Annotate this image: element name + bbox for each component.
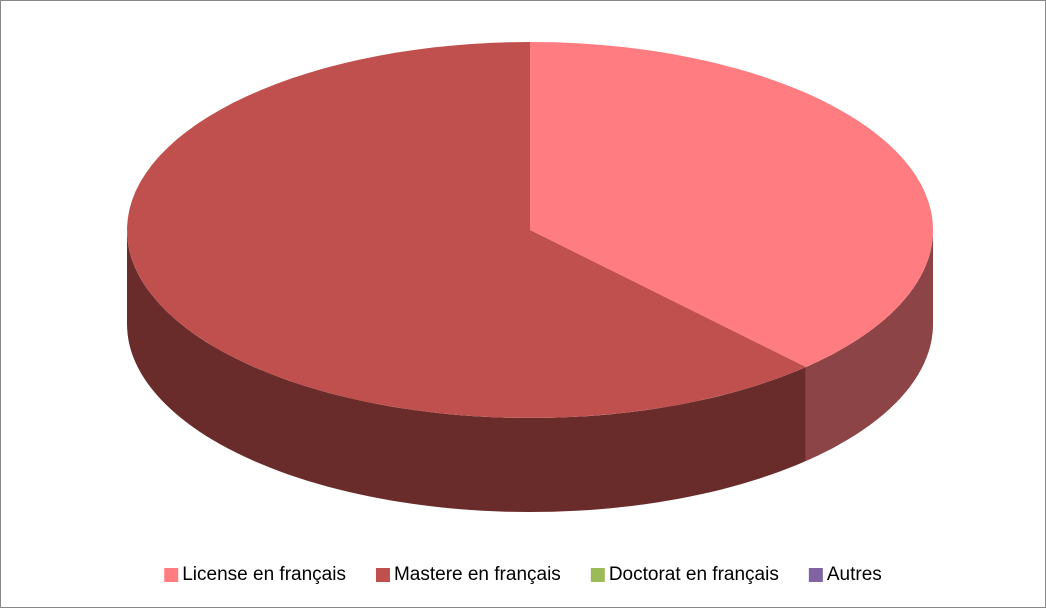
slice-side (127, 230, 806, 512)
legend-swatch (164, 568, 179, 582)
legend-label: Mastere en français (394, 564, 561, 585)
slice (530, 42, 933, 367)
legend-label: License en français (182, 564, 346, 585)
slice-side (805, 230, 933, 461)
legend-label: Autres (827, 564, 882, 585)
legend-swatch (590, 568, 605, 582)
slice (127, 42, 806, 418)
legend-swatch (375, 568, 390, 582)
legend-label: Doctorat en français (609, 564, 779, 585)
legend-swatch (808, 568, 823, 582)
